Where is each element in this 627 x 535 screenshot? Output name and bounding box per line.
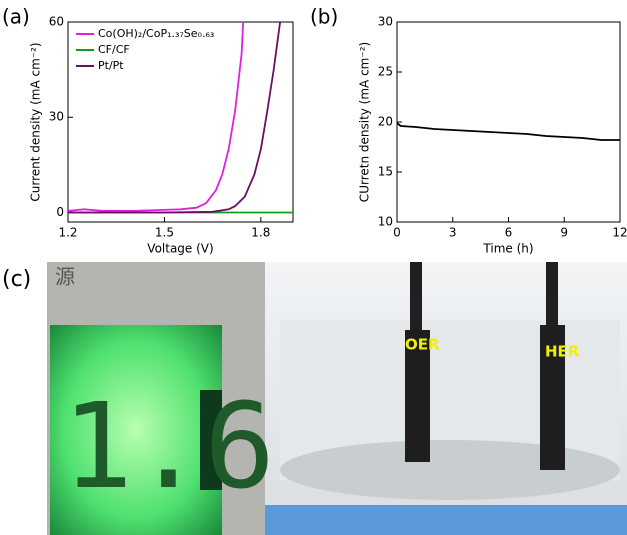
x-tick-label: 0: [393, 226, 401, 240]
line-series: [396, 122, 620, 141]
wire: [410, 262, 422, 332]
legend-label: CF/CF: [98, 43, 130, 56]
panel-label: (b): [310, 5, 338, 29]
x-tick-label: 1.2: [58, 226, 77, 240]
chart: 1.2 1.5 1.8 0 30 60 Voltage (V) Current density…: [2, 5, 294, 256]
photo: 源 1.6 OER HER (c): [2, 262, 627, 535]
panel-label: (c): [2, 267, 31, 292]
lcd-edge: [200, 390, 222, 490]
line-series: [68, 21, 281, 214]
x-tick-label: 12: [612, 226, 627, 240]
y-tick-label: 30: [49, 110, 64, 124]
panel-label: (a): [2, 5, 30, 29]
y-tick-label: 20: [378, 115, 393, 129]
y-tick-label: 0: [56, 205, 64, 219]
y-axis-label: Current density (mA cm⁻²): [29, 42, 43, 201]
legend-label: Pt/Pt: [98, 59, 124, 72]
electrode-label: OER: [405, 336, 440, 354]
x-tick-label: 1.8: [251, 226, 270, 240]
x-tick-label: 1.5: [155, 226, 174, 240]
x-tick-label: 3: [449, 226, 457, 240]
chart: 0 3 6 9 12 10 15 20 25 30 Time (h) CUrretn density …: [310, 5, 627, 256]
electrode: [405, 330, 430, 462]
lcd-screen: [50, 325, 222, 535]
plot-frame: [67, 21, 294, 223]
x-axis-label: Time (h): [482, 242, 533, 256]
y-tick-label: 10: [378, 215, 393, 229]
y-tick-label: 30: [378, 15, 393, 29]
y-tick-label: 60: [49, 15, 64, 29]
sign-text: 源: [55, 265, 75, 289]
y-axis-label: CUrretn density (mA cm⁻²): [358, 42, 372, 202]
x-axis-label: Voltage (V): [147, 242, 213, 256]
wire: [546, 262, 558, 332]
line-series: [67, 21, 245, 212]
plot-frame: [396, 21, 621, 223]
beaker-base: [280, 440, 620, 500]
legend-label: Co(OH)₂/CoP₁.₃₇Se₀.₆₃: [98, 27, 214, 40]
blue-base: [265, 505, 627, 535]
x-tick-label: 6: [505, 226, 513, 240]
electrode: [540, 325, 565, 470]
y-tick-label: 15: [378, 165, 393, 179]
display-digits: 1.6: [62, 377, 275, 515]
electrode-label: HER: [545, 343, 580, 361]
x-tick-label: 9: [560, 226, 568, 240]
y-tick-label: 25: [378, 65, 393, 79]
